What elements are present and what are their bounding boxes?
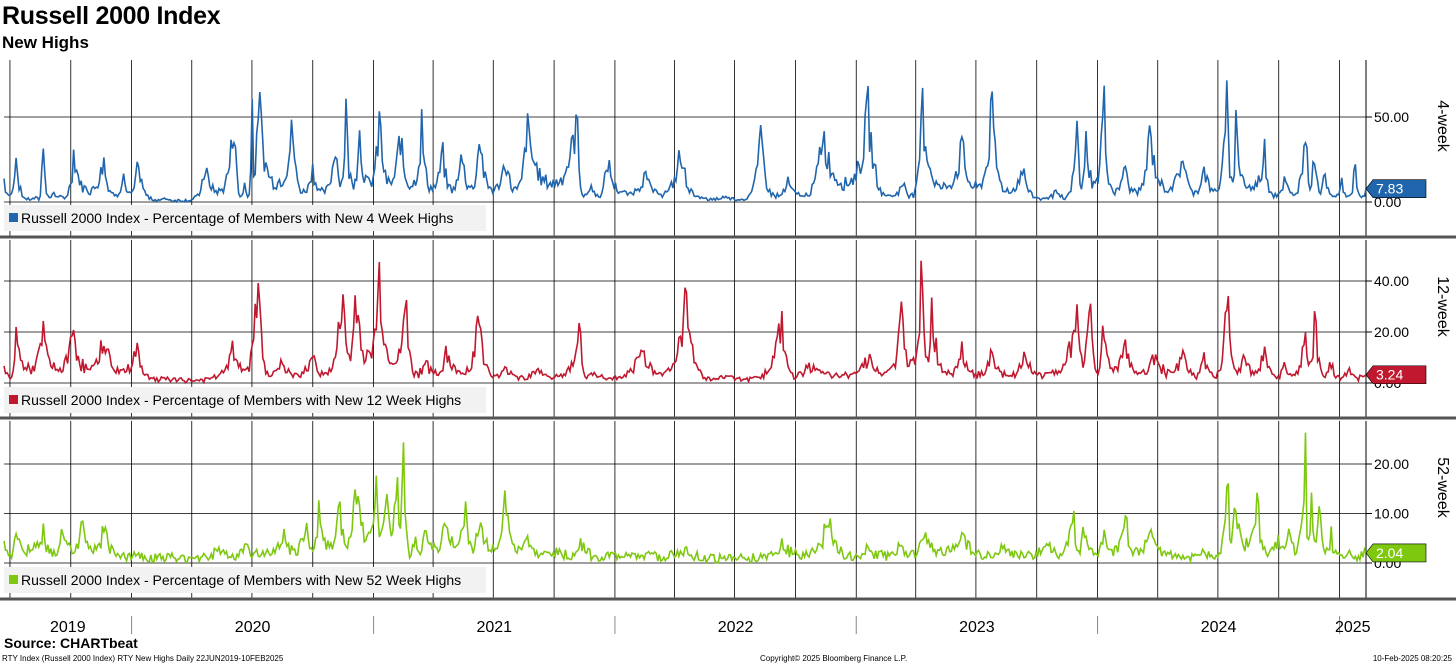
panel-label: 4-week bbox=[1434, 100, 1451, 153]
x-tick-label: 2023 bbox=[959, 619, 995, 636]
last-value-badge bbox=[1365, 543, 1427, 563]
y-tick-label: 40.00 bbox=[1374, 273, 1409, 289]
x-tick-label: 2021 bbox=[476, 619, 512, 636]
series-line bbox=[3, 432, 1367, 565]
panel-4-week: 50.00 0.007.83 4-week Russell 2000 Index - … bbox=[0, 60, 1456, 239]
panel-label: 12-week bbox=[1434, 276, 1451, 337]
last-value-label: 2.04 bbox=[1376, 545, 1403, 561]
last-value-label: 7.83 bbox=[1376, 181, 1403, 197]
legend-swatch bbox=[9, 395, 18, 404]
legend: Russell 2000 Index - Percentage of Membe… bbox=[4, 205, 486, 231]
footer-copyright: Copyright© 2025 Bloomberg Finance L.P. bbox=[760, 654, 908, 663]
footer-description: RTY Index (Russell 2000 Index) RTY New H… bbox=[2, 654, 284, 663]
last-value-label: 3.24 bbox=[1376, 367, 1403, 383]
page-subtitle: New Highs bbox=[2, 33, 89, 52]
legend-background bbox=[4, 567, 486, 593]
y-tick-label: 0.00 bbox=[1374, 194, 1401, 210]
legend-label: Russell 2000 Index - Percentage of Membe… bbox=[21, 392, 461, 408]
legend: Russell 2000 Index - Percentage of Membe… bbox=[4, 567, 486, 593]
series-line bbox=[3, 260, 1367, 385]
legend-swatch bbox=[9, 213, 18, 222]
x-axis: 2019 2020 2021 2022 2023 2024 2025 bbox=[50, 616, 1371, 636]
source-note: Source: CHARTbeat bbox=[4, 635, 138, 651]
last-value-badge bbox=[1365, 179, 1427, 198]
y-tick-label: 50.00 bbox=[1374, 109, 1409, 125]
x-tick-label: 2019 bbox=[50, 619, 86, 636]
legend: Russell 2000 Index - Percentage of Membe… bbox=[4, 387, 486, 413]
x-tick-label: 2024 bbox=[1201, 619, 1237, 636]
legend-label: Russell 2000 Index - Percentage of Membe… bbox=[21, 572, 461, 588]
x-tick-label: 2020 bbox=[235, 619, 271, 636]
y-tick-label: 20.00 bbox=[1374, 456, 1409, 472]
last-value-badge bbox=[1365, 365, 1427, 385]
y-tick-label: 20.00 bbox=[1374, 324, 1409, 340]
footer-timestamp: 10-Feb-2025 08:20:25 bbox=[1372, 654, 1452, 663]
legend-background bbox=[4, 387, 486, 413]
x-tick-label: 2025 bbox=[1335, 619, 1371, 636]
series-line bbox=[3, 80, 1367, 204]
page-title: Russell 2000 Index bbox=[2, 2, 221, 30]
x-tick-label: 2022 bbox=[718, 619, 754, 636]
legend-label: Russell 2000 Index - Percentage of Membe… bbox=[21, 210, 453, 226]
panel-label: 52-week bbox=[1434, 457, 1451, 518]
legend-background bbox=[4, 205, 486, 231]
legend-swatch bbox=[9, 575, 18, 584]
y-tick-label: 10.00 bbox=[1374, 506, 1409, 522]
